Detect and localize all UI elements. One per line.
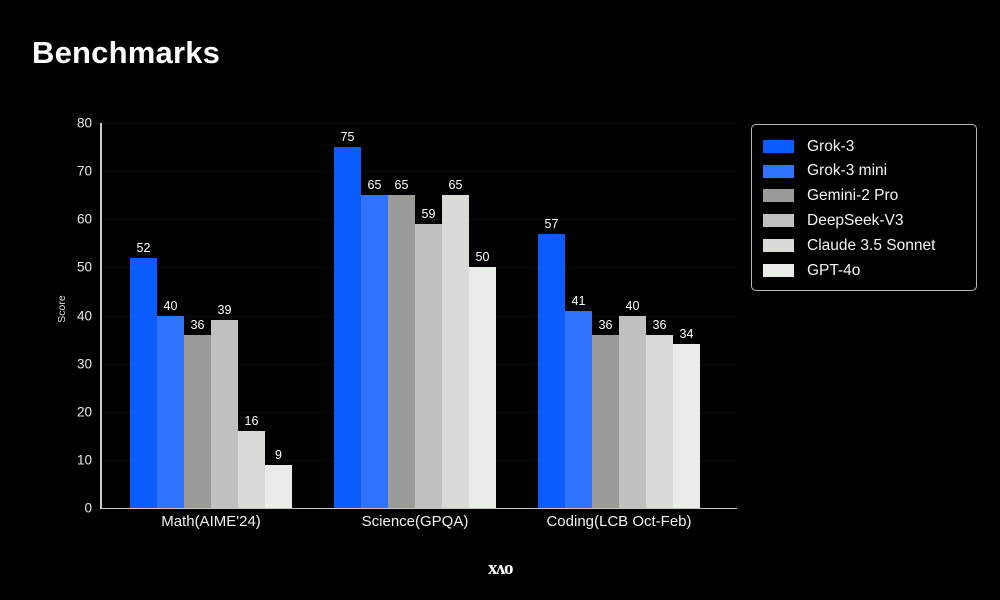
plot-area: 52 40 36 39 16 9 75 65 65 59 65 50 57 41 36 40 36 34 — [100, 123, 737, 508]
y-tick-label: 50 — [76, 259, 92, 275]
legend-item[interactable]: DeepSeek-V3 — [763, 208, 964, 233]
legend-swatch-icon — [763, 189, 794, 203]
y-tick-label: 0 — [84, 500, 92, 516]
x-tick-label: Coding(LCB Oct-Feb) — [546, 513, 692, 530]
bar: 16 — [238, 414, 265, 508]
bar: 65 — [361, 178, 388, 508]
bar: 57 — [538, 217, 565, 508]
bar-value-label: 41 — [571, 293, 586, 308]
legend-item-label: Gemini-2 Pro — [807, 187, 899, 205]
legend-item-label: Grok-3 mini — [807, 162, 888, 180]
bar: 41 — [565, 294, 592, 508]
legend-swatch-icon — [763, 239, 794, 253]
bar-value-label: 16 — [244, 414, 259, 428]
bar-group: 57 41 36 40 36 34 — [538, 123, 700, 508]
bar: 34 — [673, 327, 700, 508]
bar-value-label: 40 — [163, 298, 178, 313]
bar: 9 — [265, 448, 292, 508]
legend-item-label: Grok-3 — [807, 137, 855, 155]
legend-swatch-icon — [763, 164, 794, 178]
bar: 40 — [619, 299, 646, 508]
x-tick-label: Science(GPQA) — [361, 513, 469, 530]
bar-value-label: 36 — [652, 317, 667, 332]
bar: 36 — [646, 318, 673, 508]
bar-value-label: 40 — [625, 298, 640, 313]
bar-value-label: 65 — [448, 178, 463, 193]
legend-swatch-icon — [763, 263, 794, 277]
y-tick-label: 40 — [76, 308, 92, 323]
bar-group: 75 65 65 59 65 50 — [334, 123, 496, 508]
bar: 65 — [442, 178, 469, 508]
legend-item[interactable]: Gemini-2 Pro — [763, 184, 964, 209]
bar-value-label: 36 — [598, 317, 613, 332]
bar-value-label: 65 — [394, 178, 409, 193]
bar: 65 — [388, 178, 415, 508]
y-axis-ticks: 0 10 20 30 40 50 60 70 80 — [48, 116, 92, 516]
bar-value-label: 59 — [421, 207, 436, 222]
legend-item-label: GPT-4o — [807, 261, 861, 279]
bar: 75 — [334, 130, 361, 508]
bar-group: 52 40 36 39 16 9 — [130, 123, 292, 508]
gridline — [100, 219, 737, 221]
legend-item-label: Claude 3.5 Sonnet — [807, 236, 936, 254]
bar-value-label: 65 — [367, 178, 382, 193]
bar-value-label: 36 — [190, 317, 205, 332]
bar-value-label: 39 — [217, 303, 232, 318]
bar: 40 — [157, 299, 184, 508]
y-tick-label: 30 — [76, 356, 92, 372]
bar-value-label: 50 — [475, 250, 490, 265]
legend-item[interactable]: Grok-3 mini — [763, 159, 964, 184]
bar-value-label: 52 — [136, 240, 151, 255]
bar-value-label: 34 — [679, 327, 694, 342]
gridline — [100, 123, 737, 124]
bar: 50 — [469, 250, 496, 508]
y-axis-label: Score — [56, 295, 68, 323]
y-tick-label: 20 — [76, 404, 92, 420]
bar-value-label: 9 — [275, 447, 282, 462]
chart-legend: Grok-3 Grok-3 mini Gemini-2 Pro DeepSeek-V3… — [751, 124, 977, 291]
x-tick-label: Math(AIME'24) — [161, 513, 261, 530]
legend-swatch-icon — [763, 214, 794, 228]
y-tick-label: 10 — [76, 452, 92, 468]
y-tick-label: 70 — [76, 163, 92, 179]
y-tick-label: 80 — [76, 115, 92, 131]
legend-swatch-icon — [763, 139, 794, 153]
x-axis-line — [100, 507, 737, 510]
page-title: Benchmarks — [32, 35, 221, 70]
bar: 52 — [130, 241, 157, 508]
gridline — [100, 171, 737, 173]
xai-logo: xʌo — [488, 558, 514, 579]
bar: 39 — [211, 303, 238, 508]
bar-value-label: 57 — [544, 216, 559, 231]
legend-item[interactable]: GPT-4o — [763, 258, 964, 283]
y-tick-label: 60 — [76, 211, 92, 227]
legend-item[interactable]: Claude 3.5 Sonnet — [763, 233, 964, 258]
legend-item-label: DeepSeek-V3 — [807, 212, 904, 230]
bar: 36 — [184, 318, 211, 508]
legend-item[interactable]: Grok-3 — [763, 134, 964, 159]
bar-value-label: 75 — [340, 130, 355, 145]
bar: 36 — [592, 318, 619, 508]
y-axis-line — [100, 123, 102, 509]
bar: 59 — [415, 207, 442, 508]
